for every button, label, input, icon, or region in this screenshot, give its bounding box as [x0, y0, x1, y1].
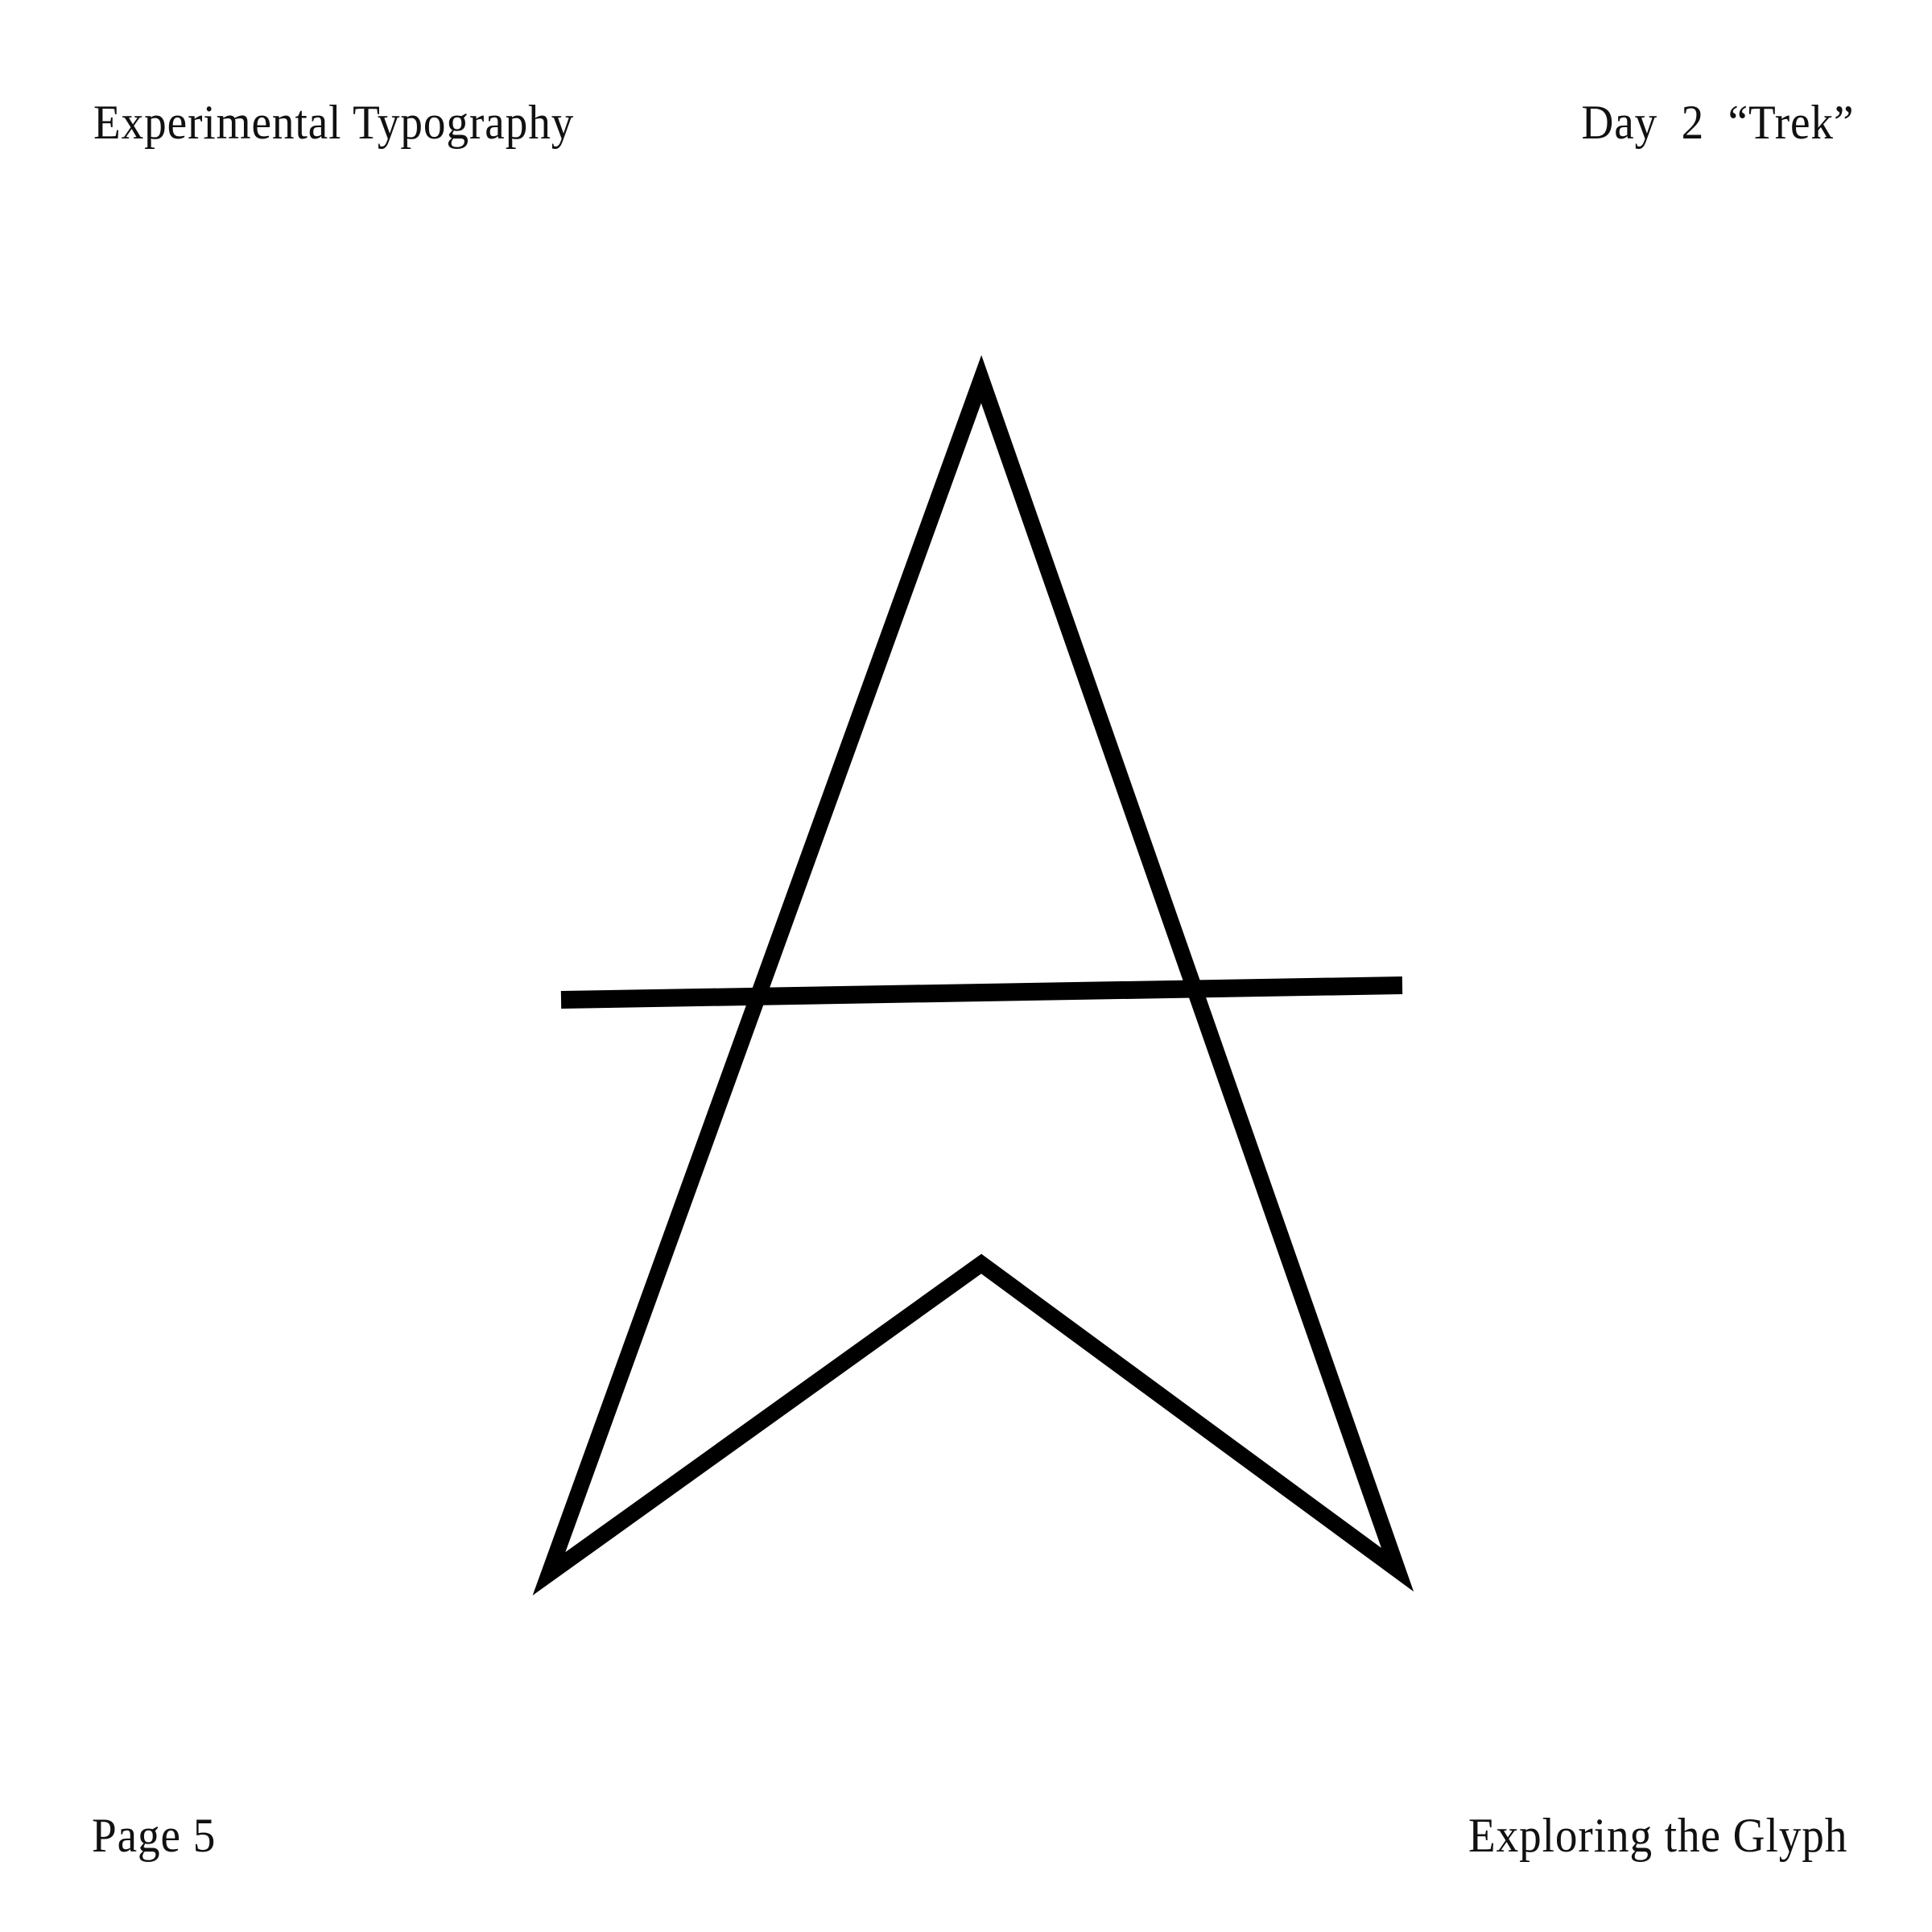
day-label: Day 2 “Trek”	[1581, 96, 1854, 149]
page-title: Experimental Typography	[93, 96, 575, 149]
page-subtitle: Exploring the Glyph	[1468, 1809, 1847, 1862]
page-number: Page 5	[92, 1809, 217, 1862]
glyph-crossbar	[560, 976, 1403, 1009]
glyph-arrowhead-outline	[532, 355, 1414, 1596]
